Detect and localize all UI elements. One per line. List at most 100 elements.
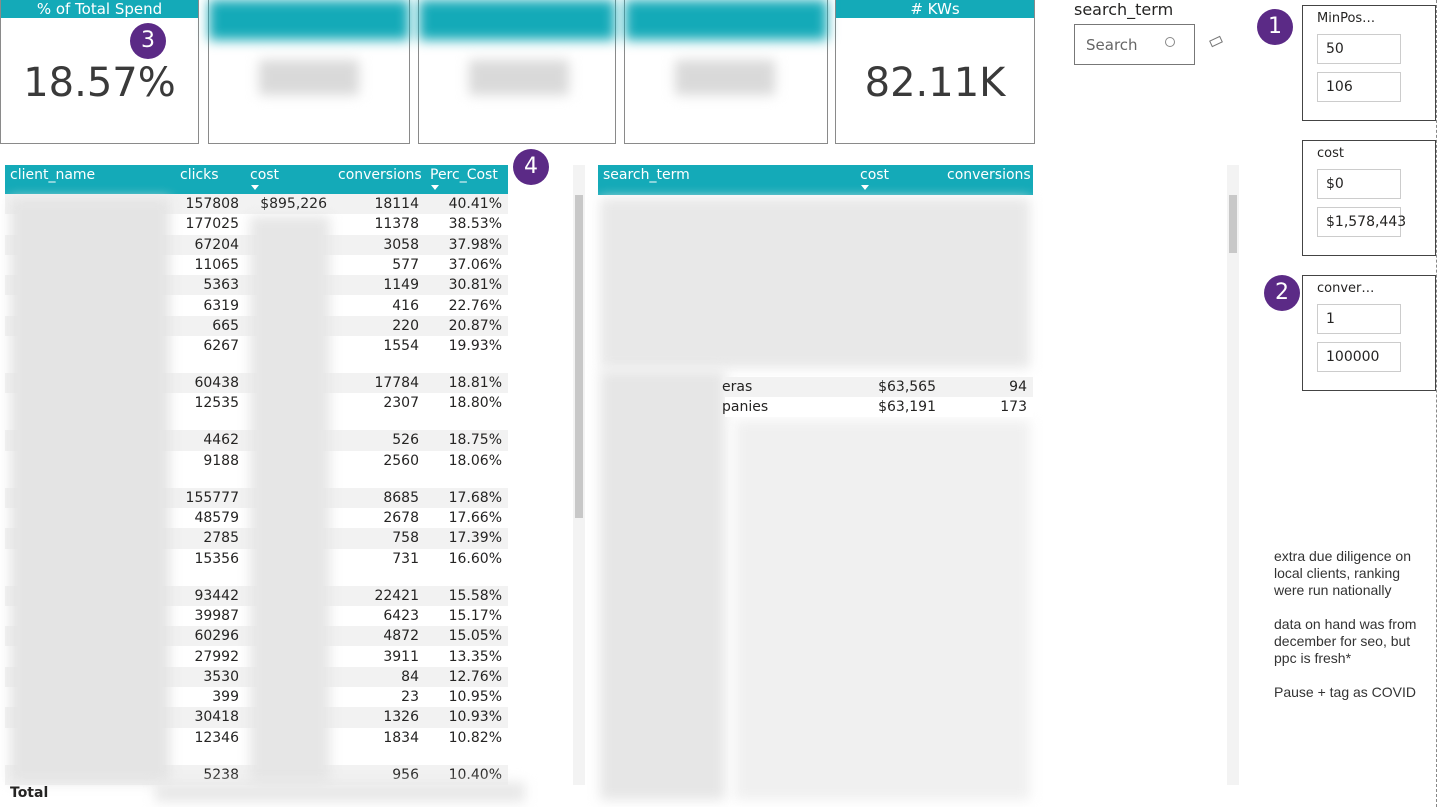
table-cell: 12535 — [194, 395, 239, 412]
total-blur — [155, 782, 525, 802]
range-min[interactable]: $0 — [1317, 169, 1401, 199]
table-cell: 39987 — [194, 607, 239, 624]
table-cell: 11065 — [194, 256, 239, 273]
table-cell: 4872 — [383, 628, 419, 645]
table-cell: 23 — [401, 689, 419, 706]
table-cell: 6423 — [383, 607, 419, 624]
table-cell: 12.76% — [448, 668, 502, 685]
table-cell: 27992 — [194, 648, 239, 665]
table-cell: 665 — [212, 317, 239, 334]
column-header[interactable]: cost — [245, 165, 333, 195]
table-cell: 3530 — [203, 668, 239, 685]
table-cell: 12346 — [194, 729, 239, 746]
table-cell: 22421 — [374, 587, 419, 604]
slicer-title: search_term — [1074, 0, 1174, 19]
table-cell: 8685 — [383, 489, 419, 506]
table-cell: 2678 — [383, 510, 419, 526]
range-min[interactable]: 50 — [1317, 34, 1401, 64]
range-max[interactable]: 106 — [1317, 72, 1401, 102]
table-cell: 526 — [392, 432, 419, 449]
table-cell: 1326 — [383, 709, 419, 726]
row-bg — [725, 377, 1033, 397]
table-cell: 758 — [392, 530, 419, 547]
table-cell: 30418 — [194, 709, 239, 726]
table-cell: 40.41% — [448, 196, 502, 212]
table-cell: 18.75% — [448, 432, 502, 449]
row-bg — [725, 397, 1033, 417]
table-cell: 6267 — [203, 338, 239, 355]
table-cell: 2307 — [383, 395, 419, 412]
table-cell: 17.39% — [448, 530, 502, 547]
kpi-card: % of Total Spend 18.57% — [0, 0, 199, 144]
kpi-card: # KWs 82.11K — [835, 0, 1035, 144]
card-value: 18.57% — [23, 60, 176, 106]
blurred-card — [208, 0, 410, 144]
table-cell: 956 — [392, 766, 419, 783]
table-cell: 2560 — [383, 452, 419, 469]
table-cell: 19.93% — [448, 338, 502, 355]
blurred-card — [624, 0, 828, 144]
slicer-title: conver… — [1317, 281, 1375, 296]
column-header[interactable]: Perc_Cost — [425, 165, 508, 195]
blurred-card — [418, 0, 616, 144]
scroll-thumb[interactable] — [575, 195, 583, 518]
table-cell: 399 — [212, 689, 239, 706]
column-header[interactable]: cost — [855, 165, 942, 195]
slicer-title: cost — [1317, 146, 1344, 161]
cost-blur — [250, 216, 330, 786]
table-cell: 67204 — [194, 236, 239, 253]
table-cell: 9188 — [203, 452, 239, 469]
table-cell: 577 — [392, 256, 419, 273]
table-cell: $63,565 — [878, 379, 936, 395]
column-header[interactable]: search_term — [598, 165, 855, 195]
eraser-icon[interactable] — [1209, 35, 1223, 48]
scroll-thumb[interactable] — [1229, 195, 1237, 253]
table-cell: 18.81% — [448, 375, 502, 392]
table-cell: 18.80% — [448, 395, 502, 412]
card-header-blur — [209, 0, 409, 40]
table-cell: 173 — [1000, 399, 1027, 415]
table-cell: 18114 — [374, 196, 419, 212]
right-col-blur — [600, 370, 725, 800]
table-cell: $895,226 — [260, 196, 327, 212]
table-cell: 157808 — [185, 196, 239, 212]
table-cell: 93442 — [194, 587, 239, 604]
table-cell: 22.76% — [448, 297, 502, 314]
table-cell: 17.66% — [448, 510, 502, 526]
page-edge — [1436, 0, 1437, 807]
total-label: Total — [10, 785, 49, 801]
table-cell: 60296 — [194, 628, 239, 645]
table-cell: 18.06% — [448, 452, 502, 469]
table-cell: 10.82% — [448, 729, 502, 746]
table-cell: 60438 — [194, 375, 239, 392]
table-cell: 38.53% — [448, 216, 502, 233]
table-cell: 15356 — [194, 550, 239, 567]
table-cell: 10.93% — [448, 709, 502, 726]
range-max[interactable]: $1,578,443 — [1317, 207, 1406, 237]
table-cell: 10.40% — [448, 766, 502, 783]
table-cell: eras — [722, 379, 753, 395]
range-max[interactable]: 100000 — [1317, 342, 1401, 372]
callout-badge: 3 — [130, 23, 166, 59]
table-cell: 10.95% — [448, 689, 502, 706]
column-header[interactable]: conversions — [942, 165, 1033, 195]
table-cell: 20.87% — [448, 317, 502, 334]
range-slicer: MinPos… 50 106 — [1302, 5, 1436, 121]
table-cell: 1554 — [383, 338, 419, 355]
column-header[interactable]: clicks — [175, 165, 245, 195]
range-slicer: cost $0 $1,578,443 — [1302, 140, 1436, 256]
slicer-title: MinPos… — [1317, 11, 1376, 26]
scrollbar[interactable] — [1227, 165, 1239, 785]
search-box[interactable]: Search — [1074, 24, 1195, 65]
right-vals-blur — [735, 420, 1030, 800]
table-cell: 177025 — [185, 216, 239, 233]
range-min[interactable]: 1 — [1317, 304, 1401, 334]
column-header[interactable]: client_name — [5, 165, 175, 195]
sort-arrow — [431, 185, 439, 190]
table-cell: 3911 — [383, 648, 419, 665]
table-cell: 1149 — [383, 277, 419, 294]
table-cell: 2785 — [203, 530, 239, 547]
column-header[interactable]: conversions — [333, 165, 425, 195]
table-cell: 17784 — [374, 375, 419, 392]
